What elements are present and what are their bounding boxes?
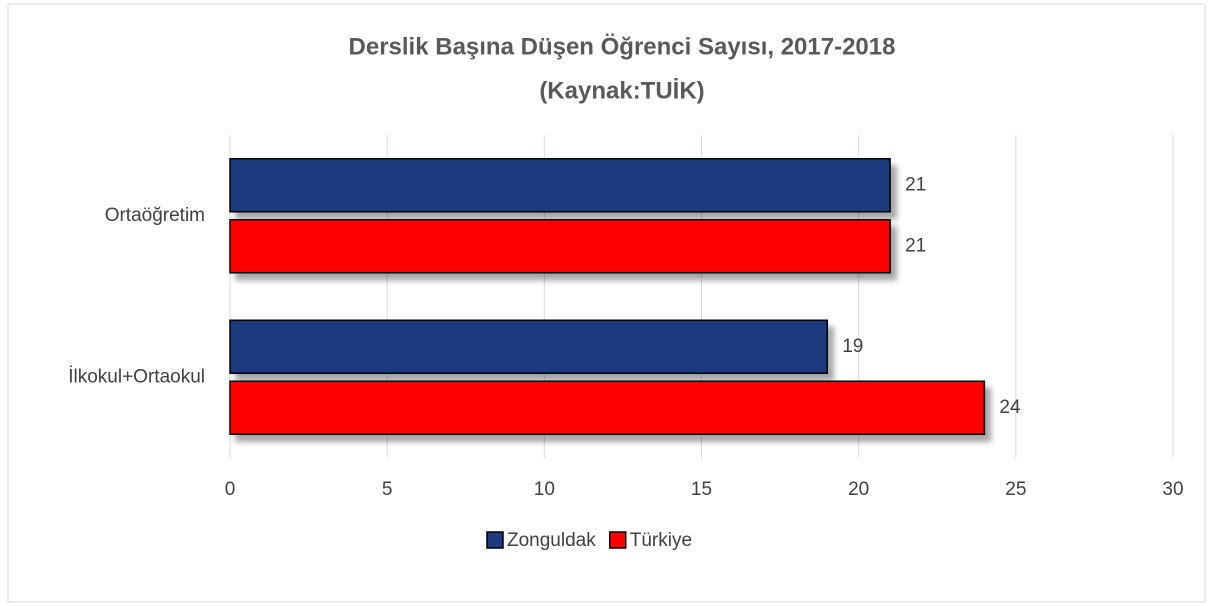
- x-tick-label: 20: [848, 479, 869, 500]
- data-label: 21: [905, 174, 926, 195]
- bar: [229, 319, 828, 374]
- y-tick-label: Ortaöğretim: [105, 205, 205, 226]
- chart-title: Derslik Başına Düşen Öğrenci Sayısı, 201…: [349, 33, 896, 60]
- data-label: 24: [999, 397, 1021, 418]
- chart-subtitle: (Kaynak:TUİK): [539, 77, 704, 104]
- y-tick-label: İlkokul+Ortaokul: [68, 366, 205, 387]
- bar: [229, 380, 986, 435]
- bar: [229, 158, 891, 213]
- legend-swatch: [486, 531, 504, 549]
- x-tick-label: 10: [534, 479, 555, 500]
- x-tick-label: 0: [225, 479, 236, 500]
- x-tick-label: 25: [1005, 479, 1026, 500]
- legend-swatch: [608, 531, 627, 549]
- bar: [229, 219, 891, 274]
- legend-label: Zonguldak: [507, 530, 596, 551]
- data-label: 19: [842, 336, 863, 357]
- x-tick-label: 15: [691, 479, 712, 500]
- x-tick-label: 5: [382, 479, 393, 500]
- legend-label: Türkiye: [630, 530, 692, 551]
- data-label: 21: [905, 235, 926, 256]
- chart-border: [7, 3, 1206, 603]
- x-tick-label: 30: [1162, 479, 1183, 500]
